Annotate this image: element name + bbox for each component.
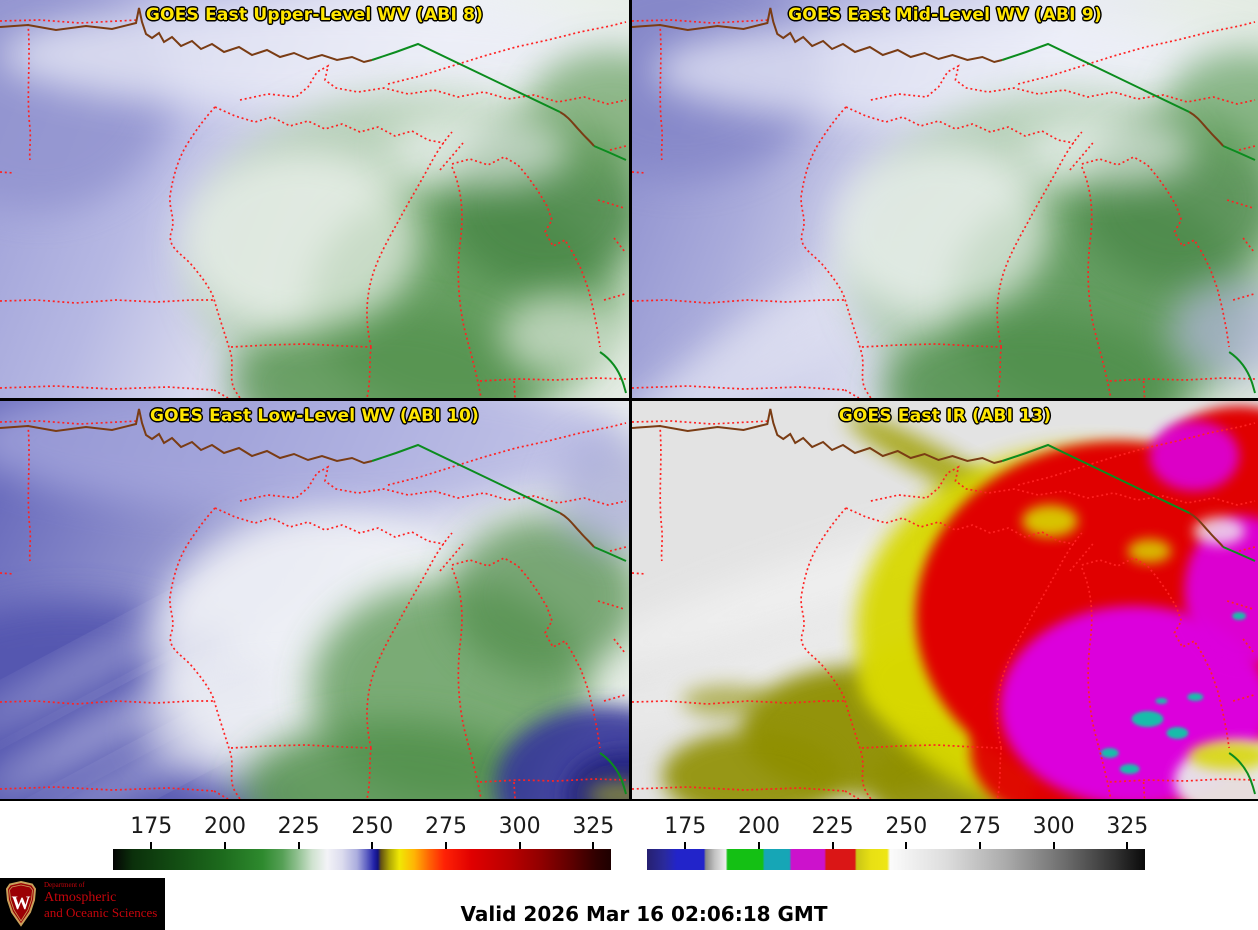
colorbar-tick-label: 325 — [572, 814, 615, 839]
wv-colorbar-gradient — [113, 849, 611, 870]
colorbar-tick-mark — [518, 842, 521, 849]
mid-wv-imagery — [632, 0, 1258, 398]
colorbar-tick-mark — [831, 842, 834, 849]
panel-upper-level-wv: GOES East Upper-Level WV (ABI 8) — [0, 0, 629, 398]
colorbar-tick-mark — [444, 842, 447, 849]
map-overlay — [0, 408, 627, 799]
panel-title-mid-wv: GOES East Mid-Level WV (ABI 9) — [788, 5, 1102, 25]
panel-ir: GOES East IR (ABI 13) — [632, 401, 1258, 799]
colorbar-tick-mark — [905, 842, 908, 849]
colorbar-tick-mark — [1126, 842, 1129, 849]
ir-colorbar: 175 200 225 250 275 300 325 — [647, 812, 1149, 870]
colorbar-tick-mark — [371, 842, 374, 849]
colorbar-tick-label: 250 — [351, 814, 394, 839]
satellite-grid: GOES East Upper-Level WV (ABI 8) — [0, 0, 1258, 801]
colorbar-tick-label: 325 — [1106, 814, 1149, 839]
colorbar-tick-label: 275 — [424, 814, 467, 839]
logo-atmos-line: Atmospheric — [44, 890, 117, 905]
colorbar-tick-mark — [297, 842, 300, 849]
colorbar-tick-mark — [684, 842, 687, 849]
colorbar-tick-mark — [757, 842, 760, 849]
colorbar-tick-label: 300 — [498, 814, 541, 839]
colorbar-tick-mark — [223, 842, 226, 849]
crest-letter: W — [12, 893, 31, 914]
colorbar-tick-label: 200 — [203, 814, 246, 839]
panel-low-level-wv: GOES East Low-Level WV (ABI 10) — [0, 401, 629, 799]
colorbar-tick-label: 175 — [130, 814, 173, 839]
ir-colorbar-ticks: 175 200 225 250 275 300 325 — [647, 812, 1149, 849]
uw-aos-logo: W Department of Atmospheric and Oceanic … — [0, 878, 165, 930]
logo-oceanic-line: and Oceanic Sciences — [44, 905, 158, 920]
colorbar-tick-label: 225 — [811, 814, 854, 839]
upper-wv-imagery — [0, 0, 629, 398]
colorbar-tick-label: 200 — [737, 814, 780, 839]
map-overlay — [632, 7, 1257, 398]
colorbar-tick-mark — [1052, 842, 1055, 849]
low-wv-imagery — [0, 401, 629, 799]
valid-time-label: Valid 2026 Mar 16 02:06:18 GMT — [460, 902, 828, 926]
colorbar-tick-label: 300 — [1032, 814, 1075, 839]
panel-title-upper-wv: GOES East Upper-Level WV (ABI 8) — [145, 5, 484, 25]
map-overlay — [632, 408, 1257, 799]
colorbar-tick-mark — [978, 842, 981, 849]
colorbar-tick-label: 250 — [885, 814, 928, 839]
ir-colorbar-gradient — [647, 849, 1145, 870]
wv-colorbar-ticks: 175 200 225 250 275 300 325 — [113, 812, 615, 849]
ir-imagery — [632, 401, 1258, 799]
colorbar-tick-label: 225 — [277, 814, 320, 839]
logo-text: Department of Atmospheric and Oceanic Sc… — [44, 881, 158, 920]
panel-title-ir: GOES East IR (ABI 13) — [838, 406, 1052, 426]
logo-dept-line: Department of — [44, 881, 85, 889]
uw-crest-icon: W — [5, 881, 37, 927]
map-overlay — [0, 7, 627, 398]
colorbar-tick-mark — [592, 842, 595, 849]
panel-mid-level-wv: GOES East Mid-Level WV (ABI 9) — [632, 0, 1258, 398]
colorbar-tick-mark — [150, 842, 153, 849]
colorbar-tick-label: 175 — [664, 814, 707, 839]
panel-title-low-wv: GOES East Low-Level WV (ABI 10) — [149, 406, 479, 426]
wv-colorbar: 175 200 225 250 275 300 325 — [113, 812, 615, 870]
colorbar-tick-label: 275 — [958, 814, 1001, 839]
